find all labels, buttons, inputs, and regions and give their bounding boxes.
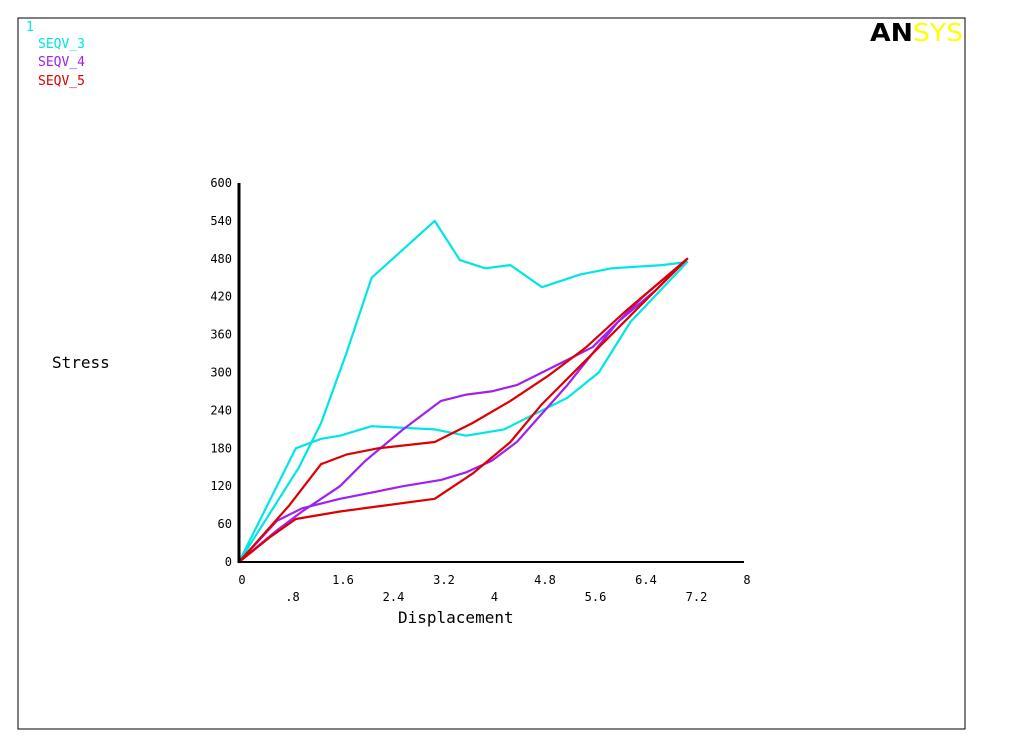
ansys-logo-sys: SYS: [913, 18, 963, 47]
y-tick-labels: 0 60 120 180 240 300 360 420 480 540 600: [210, 176, 232, 569]
x-tick-label-upper: 1.6: [332, 573, 354, 587]
window-number: 1: [26, 20, 34, 35]
x-tick-label-upper: 3.2: [433, 573, 455, 587]
x-tick-labels: 0 1.6 3.2 4.8 6.4 8 .8 2.4 4 5.6 7.2: [238, 573, 750, 604]
series-line-seqv-5: [237, 257, 689, 564]
x-tick-label-lower: 2.4: [383, 590, 405, 604]
x-tick-label-upper: 0: [238, 573, 245, 587]
legend-item-seqv-5: SEQV_5: [38, 74, 85, 89]
y-tick-label: 300: [210, 366, 232, 380]
x-tick-label-lower: .8: [285, 590, 299, 604]
y-tick-label: 0: [225, 555, 232, 569]
y-tick-label: 540: [210, 214, 232, 228]
x-tick-label-lower: 5.6: [585, 590, 607, 604]
legend-item-seqv-3: SEQV_3: [38, 37, 85, 52]
legend: SEQV_3 SEQV_4 SEQV_5: [38, 37, 85, 89]
x-tick-label-upper: 6.4: [635, 573, 657, 587]
y-tick-label: 480: [210, 252, 232, 266]
y-axis-label: Stress: [52, 353, 110, 372]
y-tick-label: 180: [210, 441, 232, 455]
ansys-logo: AN SYS: [870, 18, 963, 47]
y-tick-label: 120: [210, 479, 232, 493]
chart-lines: [237, 219, 689, 564]
x-tick-label-lower: 7.2: [686, 590, 708, 604]
ansys-logo-an: AN: [870, 18, 913, 47]
x-axis-label: Displacement: [398, 608, 514, 627]
y-tick-label: 240: [210, 403, 232, 417]
x-tick-label-upper: 8: [743, 573, 750, 587]
y-tick-label: 600: [210, 176, 232, 190]
x-tick-label-upper: 4.8: [534, 573, 556, 587]
legend-item-seqv-4: SEQV_4: [38, 55, 85, 70]
y-tick-label: 360: [210, 328, 232, 342]
y-tick-label: 420: [210, 290, 232, 304]
plot-frame: [17, 17, 966, 730]
y-tick-label: 60: [218, 517, 232, 531]
series-line-seqv-3: [237, 219, 689, 564]
x-tick-label-lower: 4: [491, 590, 498, 604]
